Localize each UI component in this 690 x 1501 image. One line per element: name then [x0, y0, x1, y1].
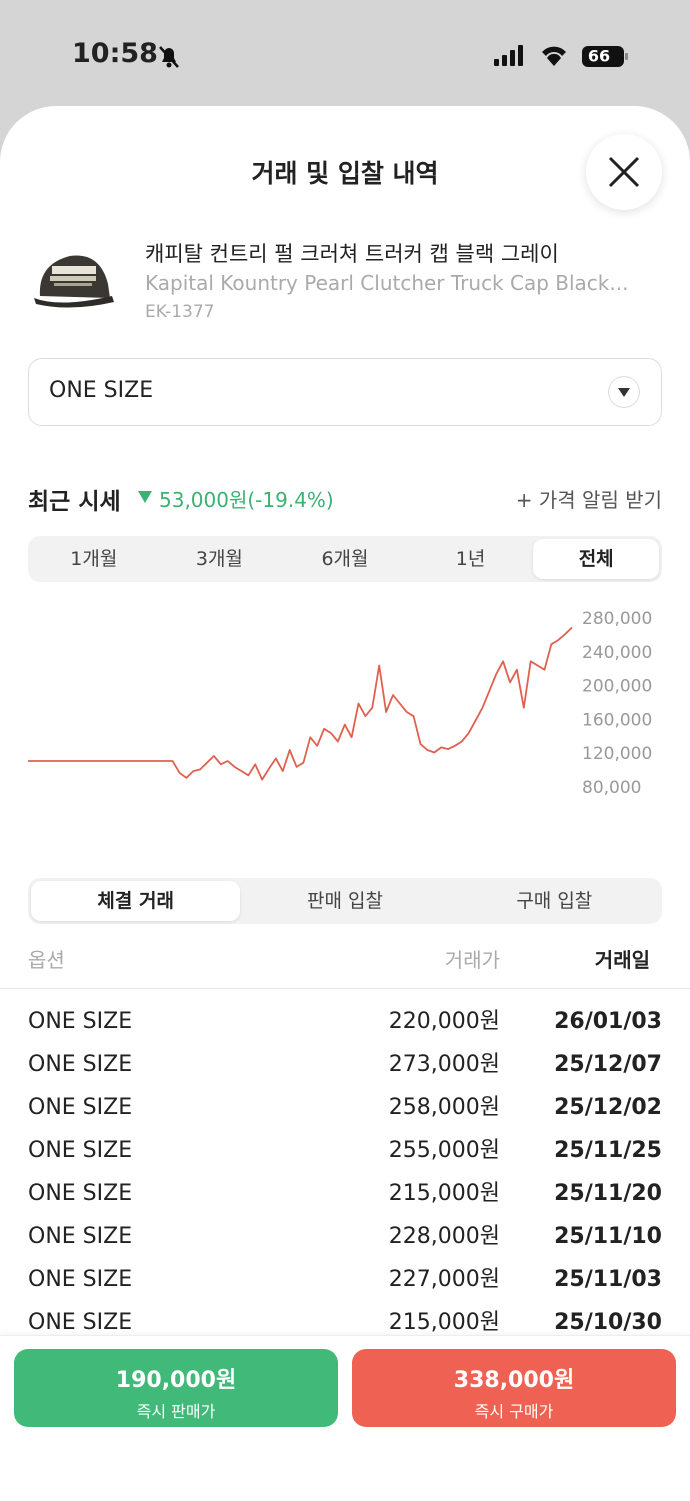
row-price: 215,000원: [388, 1181, 500, 1206]
row-option: ONE SIZE: [28, 1138, 133, 1163]
tab[interactable]: 전체: [533, 539, 659, 579]
table-row: ONE SIZE 255,000원 25/11/25: [0, 1129, 690, 1172]
y-tick-label: 240,000: [582, 643, 652, 663]
row-date: 25/11/20: [554, 1181, 662, 1206]
row-date: 25/12/07: [554, 1052, 662, 1077]
tab[interactable]: 구매 입찰: [516, 890, 593, 912]
close-icon: [608, 156, 640, 188]
table-row: ONE SIZE 220,000원 26/01/03: [0, 1000, 690, 1043]
header-price[interactable]: 거래가: [444, 948, 500, 972]
table-header: 옵션 거래가 거래일: [0, 940, 690, 989]
buy-button[interactable]: 338,000원 즉시 구매가: [352, 1349, 676, 1427]
header-option[interactable]: 옵션: [28, 948, 65, 972]
tab[interactable]: 3개월: [195, 548, 243, 570]
tab[interactable]: 1개월: [70, 548, 118, 570]
down-arrow: [138, 491, 152, 503]
product-name-ko: 캐피탈 컨트리 펄 크러쳐 트러커 캡 블랙 그레이: [145, 242, 559, 266]
trade-table: ONE SIZE 220,000원 26/01/03 ONE SIZE 273,000원…: [0, 1000, 690, 1335]
buy-price: 338,000원: [453, 1368, 575, 1393]
y-tick-label: 280,000: [582, 609, 652, 629]
sell-label: 즉시 판매가: [136, 1402, 216, 1421]
row-option: ONE SIZE: [28, 1310, 133, 1335]
table-row: ONE SIZE 273,000원 25/12/07: [0, 1043, 690, 1086]
row-date: 25/11/25: [554, 1138, 662, 1163]
row-price: 255,000원: [388, 1138, 500, 1163]
table-row: ONE SIZE 258,000원 25/12/02: [0, 1086, 690, 1129]
sell-price: 190,000원: [115, 1368, 237, 1393]
row-price: 273,000원: [388, 1052, 500, 1077]
row-price: 228,000원: [388, 1224, 500, 1249]
sheet-title: 거래 및 입찰 내역: [251, 159, 439, 188]
price-alert[interactable]: + 가격 알림 받기: [515, 488, 662, 512]
table-row: ONE SIZE 215,000원 25/11/20: [0, 1172, 690, 1215]
sell-button[interactable]: 190,000원 즉시 판매가: [14, 1349, 338, 1427]
row-option: ONE SIZE: [28, 1052, 133, 1077]
row-date: 25/11/03: [554, 1267, 662, 1292]
recent-price-label: 최근 시세: [28, 489, 121, 515]
product-image: [34, 255, 114, 308]
row-price: 215,000원: [388, 1310, 500, 1335]
price-chart: 280,000 240,000 200,000 160,000 120,000 80,00…: [28, 609, 652, 798]
period-tabs: 1개월 3개월 6개월 1년 전체: [28, 536, 662, 582]
battery-level: 66: [588, 47, 610, 66]
y-tick-label: 200,000: [582, 677, 652, 697]
bottom-sheet: [0, 106, 690, 1500]
row-price: 220,000원: [388, 1009, 500, 1034]
y-tick-label: 120,000: [582, 744, 652, 764]
row-option: ONE SIZE: [28, 1181, 133, 1206]
row-option: ONE SIZE: [28, 1095, 133, 1120]
dropdown-icon: [608, 376, 640, 408]
tab[interactable]: 1년: [455, 548, 486, 570]
status-time: 10:58: [72, 38, 158, 69]
product-code: EK-1377: [145, 302, 215, 322]
price-line: [28, 626, 573, 781]
row-option: ONE SIZE: [28, 1224, 133, 1249]
header-date[interactable]: 거래일: [594, 948, 650, 972]
mute-icon: [159, 46, 179, 68]
y-tick-label: 80,000: [582, 778, 641, 798]
table-row: ONE SIZE 215,000원 25/10/30: [0, 1301, 690, 1335]
tab[interactable]: 판매 입찰: [307, 890, 383, 912]
row-price: 227,000원: [388, 1267, 500, 1292]
tab[interactable]: 체결 거래: [31, 881, 241, 921]
row-date: 25/11/10: [554, 1224, 662, 1249]
trade-tabs: 체결 거래 판매 입찰 구매 입찰: [28, 878, 662, 924]
tab[interactable]: 6개월: [321, 548, 369, 570]
row-date: 26/01/03: [554, 1009, 662, 1034]
row-price: 258,000원: [388, 1095, 500, 1120]
product-name-en: Kapital Kountry Pearl Clutcher Truck Cap…: [145, 271, 629, 295]
row-date: 25/10/30: [554, 1310, 662, 1335]
size-value: ONE SIZE: [49, 378, 154, 403]
table-row: ONE SIZE 228,000원 25/11/10: [0, 1215, 690, 1258]
recent-price-change: 53,000원(-19.4%): [159, 488, 334, 512]
row-option: ONE SIZE: [28, 1267, 133, 1292]
close-button[interactable]: [586, 134, 662, 210]
size-select[interactable]: ONE SIZE: [28, 358, 662, 426]
status-icons: 66: [494, 45, 628, 67]
row-date: 25/12/02: [554, 1095, 662, 1120]
row-option: ONE SIZE: [28, 1009, 133, 1034]
buy-label: 즉시 구매가: [474, 1402, 554, 1421]
table-row: ONE SIZE 227,000원 25/11/03: [0, 1258, 690, 1301]
y-tick-label: 160,000: [582, 710, 652, 730]
